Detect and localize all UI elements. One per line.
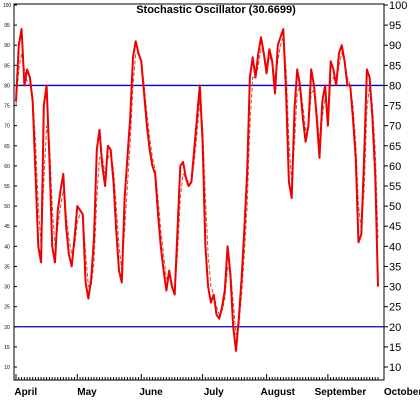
y-tick-label-right: 80 bbox=[389, 80, 401, 92]
y-tick-label-left: 100 bbox=[3, 3, 12, 9]
y-tick-label-left: 40 bbox=[4, 244, 10, 250]
y-tick-label-right: 65 bbox=[389, 141, 401, 153]
y-tick-label-right: 85 bbox=[389, 60, 401, 72]
y-tick-label-right: 30 bbox=[389, 282, 401, 294]
y-tick-label-right: 35 bbox=[389, 261, 401, 273]
y-tick-label-left: 15 bbox=[4, 345, 10, 351]
x-tick-label: June bbox=[139, 387, 163, 398]
y-tick-label-right: 100 bbox=[389, 0, 407, 12]
y-tick-label-left: 75 bbox=[4, 104, 10, 110]
y-tick-label-right: 10 bbox=[389, 362, 401, 374]
y-tick-label-right: 70 bbox=[389, 121, 401, 133]
series-layer bbox=[15, 28, 379, 352]
y-tick-label-right: 55 bbox=[389, 181, 401, 193]
y-tick-label-left: 80 bbox=[4, 83, 10, 89]
y-tick-label-left: 30 bbox=[4, 285, 10, 291]
chart-title: Stochastic Oscillator (30.6699) bbox=[136, 4, 296, 16]
y-tick-label-left: 20 bbox=[4, 325, 10, 331]
x-tick-label: July bbox=[204, 387, 224, 398]
right-axis: 10 15 20 25 30 35 40 45 50 55 60 65 70 75 80 85 90 95 100 bbox=[384, 0, 407, 374]
x-tick-label: April bbox=[14, 387, 37, 398]
y-tick-label-right: 60 bbox=[389, 161, 401, 173]
series-d-line bbox=[15, 37, 379, 335]
y-tick-label-right: 20 bbox=[389, 322, 401, 334]
y-tick-label-left: 50 bbox=[4, 204, 10, 210]
x-tick-label: September bbox=[315, 387, 367, 398]
y-tick-label-right: 40 bbox=[389, 241, 401, 253]
y-tick-label-right: 75 bbox=[389, 101, 401, 113]
y-tick-label-left: 65 bbox=[4, 144, 10, 150]
y-tick-label-right: 25 bbox=[389, 302, 401, 314]
y-tick-label-left: 45 bbox=[4, 224, 10, 230]
y-tick-label-right: 15 bbox=[389, 342, 401, 354]
y-tick-label-right: 95 bbox=[389, 20, 401, 32]
y-tick-label-left: 25 bbox=[4, 305, 10, 311]
y-tick-label-left: 10 bbox=[4, 365, 10, 371]
y-tick-label-left: 90 bbox=[4, 43, 10, 49]
y-tick-label-left: 55 bbox=[4, 184, 10, 190]
y-tick-label-right: 90 bbox=[389, 40, 401, 52]
y-tick-label-left: 35 bbox=[4, 264, 10, 270]
y-tick-label-right: 45 bbox=[389, 221, 401, 233]
y-tick-label-right: 50 bbox=[389, 201, 401, 213]
series-k-line bbox=[15, 28, 379, 352]
y-tick-label-left: 60 bbox=[4, 164, 10, 170]
y-tick-label-left: 70 bbox=[4, 124, 10, 130]
y-tick-label-left: 85 bbox=[4, 63, 10, 69]
x-tick-label: October bbox=[384, 387, 420, 398]
x-tick-label: August bbox=[261, 387, 296, 398]
y-tick-label-left: 95 bbox=[4, 23, 10, 29]
x-tick-label: May bbox=[77, 387, 97, 398]
plot-frame bbox=[13, 3, 385, 381]
